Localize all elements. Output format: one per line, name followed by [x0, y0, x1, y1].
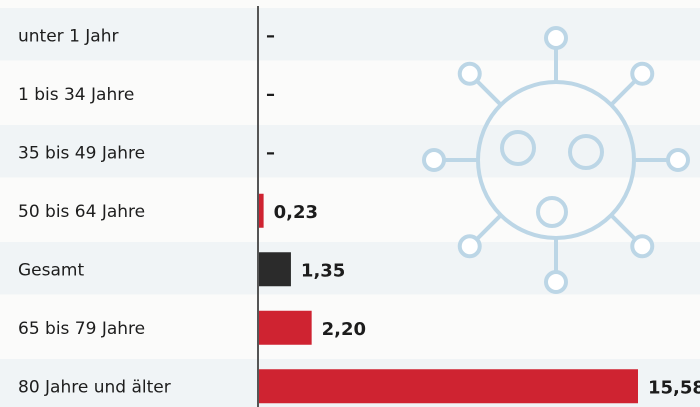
category-label: 80 Jahre und älter [18, 377, 171, 397]
virus-spike [475, 79, 503, 107]
value-label: – [266, 142, 275, 163]
virus-spike-tip [666, 148, 690, 172]
bars [258, 193, 638, 404]
value-label: 1,35 [301, 260, 345, 281]
value-label: 0,23 [274, 202, 318, 223]
row-bands [0, 8, 700, 407]
category-label: unter 1 Jahr [18, 26, 118, 46]
category-label: 35 bis 49 Jahre [18, 143, 145, 163]
value-label: 15,58 [648, 377, 700, 398]
row-band [0, 8, 700, 61]
value-label: – [266, 84, 275, 105]
bar [258, 193, 264, 228]
value-labels: – – – 0,23 1,35 2,20 15,58 [266, 25, 700, 398]
category-label: 65 bis 79 Jahre [18, 319, 145, 339]
virus-spike-tip [630, 61, 655, 86]
virus-spike [475, 213, 503, 241]
value-label: – [266, 25, 275, 46]
virus-spike [609, 213, 637, 241]
virus-icon [422, 26, 690, 294]
virus-spot [568, 134, 604, 170]
row-band [0, 242, 700, 295]
bar [258, 310, 312, 345]
virus-spike-tip [544, 270, 568, 294]
virus-spike-tip [422, 148, 446, 172]
category-label: 50 bis 64 Jahre [18, 202, 145, 222]
category-label: 1 bis 34 Jahre [18, 85, 134, 105]
virus-spike-tip [544, 26, 568, 50]
virus-spike-tip [630, 234, 655, 259]
category-label: Gesamt [18, 260, 84, 280]
virus-spike-tip [457, 61, 482, 86]
virus-spot [500, 130, 536, 166]
virus-spike [609, 79, 637, 107]
virus-spike-tip [457, 234, 482, 259]
virus-spot [536, 196, 568, 228]
bar [258, 369, 638, 404]
value-label: 2,20 [322, 319, 366, 340]
category-labels: unter 1 Jahr 1 bis 34 Jahre 35 bis 49 Jahr… [18, 26, 171, 397]
bar [258, 252, 291, 287]
